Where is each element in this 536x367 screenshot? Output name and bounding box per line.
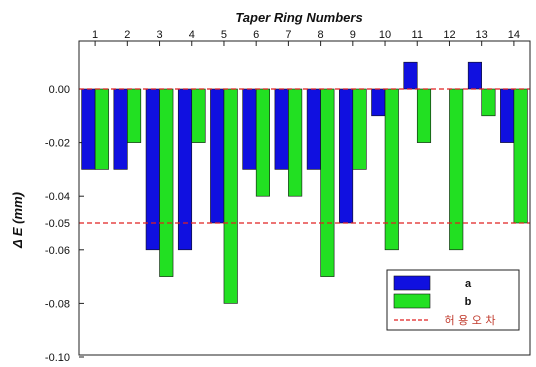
bar-a-14: [500, 88, 515, 143]
bar-b-12: [449, 88, 464, 251]
bar-b-2: [127, 88, 142, 143]
x-tick-label: 6: [253, 29, 259, 41]
bar-b-9: [352, 88, 367, 170]
x-tick-label: 7: [285, 29, 291, 41]
bar-b-14: [513, 88, 528, 224]
legend-label-b: b: [465, 296, 472, 308]
y-tick-labels: 0.00 -0.02 -0.04 -0.05 -0.06 -0.08 -0.10: [45, 84, 70, 364]
x-tick-label: 5: [221, 29, 227, 41]
bar-a-6: [242, 88, 257, 170]
legend-swatch-b: [393, 293, 431, 309]
bars: [81, 61, 528, 304]
x-tick-label: 14: [508, 29, 520, 41]
x-tick-label: 10: [379, 29, 391, 41]
x-tick-label: 4: [189, 29, 195, 41]
legend-label-a: a: [465, 278, 472, 290]
reference-lines: [79, 88, 530, 224]
x-tick-label: 2: [124, 29, 130, 41]
chart-title: Taper Ring Numbers: [235, 10, 362, 25]
y-tick-label: -0.04: [45, 191, 70, 203]
legend-swatch-a: [393, 275, 431, 291]
y-tick-label: 0.00: [49, 84, 70, 96]
bar-a-3: [145, 88, 160, 251]
x-tick-label: 12: [443, 29, 455, 41]
x-tick-label: 8: [318, 29, 324, 41]
bar-a-9: [339, 88, 354, 224]
bar-b-11: [416, 88, 432, 143]
bar-a-11: [403, 61, 418, 90]
y-tick-label: -0.06: [45, 245, 70, 257]
y-axis-label: Δ E (mm): [10, 192, 25, 249]
x-tick-labels: 1 2 3 4 5 6 7 8 9 10 11 12 13 14: [92, 29, 520, 41]
x-tick-label: 1: [92, 29, 98, 41]
bar-b-13: [481, 88, 496, 117]
legend-label-tolerance: 허 용 오 차: [445, 314, 496, 327]
bar-b-5: [223, 88, 238, 304]
x-tick-label: 9: [350, 29, 356, 41]
bar-b-1: [94, 88, 109, 170]
bar-a-13: [467, 61, 482, 90]
y-tick-label: -0.08: [45, 298, 70, 310]
bar-b-4: [191, 88, 206, 143]
bar-b-3: [159, 88, 174, 277]
y-tick-label: -0.02: [45, 138, 70, 150]
x-tick-label: 13: [476, 29, 488, 41]
bar-a-2: [113, 88, 128, 170]
bar-a-5: [210, 88, 225, 224]
bar-a-1: [81, 88, 96, 170]
x-tick-label: 11: [412, 29, 423, 41]
bar-a-7: [274, 88, 289, 170]
bar-a-4: [177, 88, 193, 251]
bar-b-8: [320, 88, 335, 277]
bar-b-10: [384, 88, 399, 251]
y-tick-label: -0.10: [45, 352, 70, 364]
plot-frame: [78, 40, 531, 356]
bar-b-6: [255, 88, 270, 197]
legend: a b 허 용 오 차: [386, 269, 520, 331]
x-tick-marks: [94, 41, 515, 46]
y-tick-label: -0.05: [45, 218, 70, 230]
bar-a-10: [371, 88, 386, 117]
x-tick-label: 3: [156, 29, 162, 41]
bar-a-8: [306, 88, 321, 170]
bar-b-7: [288, 88, 303, 197]
